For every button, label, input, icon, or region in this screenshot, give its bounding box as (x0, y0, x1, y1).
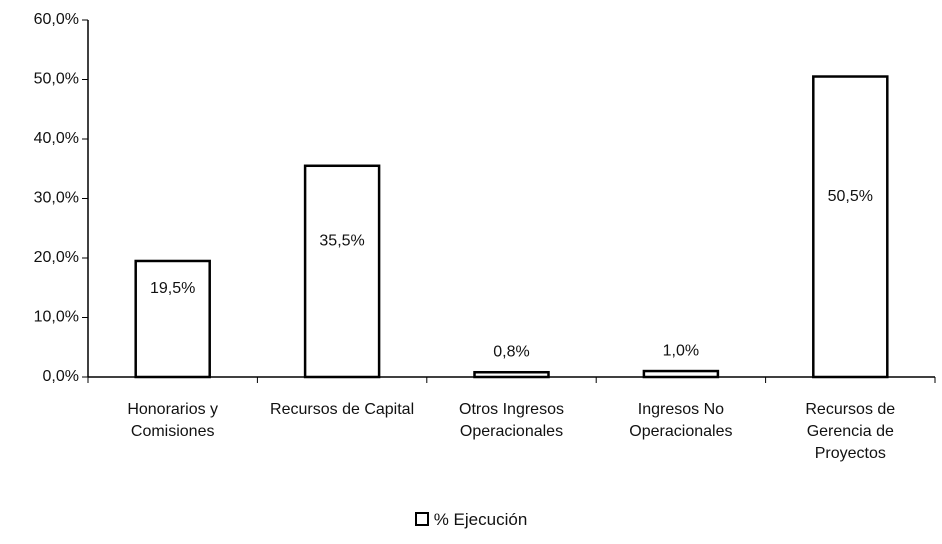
x-tick-label: Honorarios y Comisiones (127, 401, 219, 440)
bar (473, 370, 550, 379)
y-tick-label: 30,0% (34, 190, 79, 207)
y-tick-label: 40,0% (34, 130, 79, 147)
legend-swatch (414, 512, 429, 526)
y-tick-label: 20,0% (34, 249, 79, 266)
bar (642, 369, 720, 379)
bar (134, 259, 211, 379)
legend-label: % Ejecución (433, 510, 528, 529)
data-label: 35,5% (319, 233, 364, 250)
bar (812, 75, 889, 379)
legend: % Ejecución (0, 510, 942, 530)
x-tick-label: Ingresos No Operacionales (629, 401, 733, 440)
data-label: 19,5% (150, 280, 195, 297)
y-tick-label: 60,0% (34, 11, 79, 28)
x-tick-label: Otros Ingresos Operacionales (459, 401, 564, 440)
y-tick-label: 10,0% (34, 309, 79, 326)
data-label: 1,0% (663, 342, 699, 359)
data-label: 0,8% (493, 343, 529, 360)
data-label: 50,5% (828, 188, 873, 205)
x-tick-label: Recursos de Capital (270, 401, 415, 418)
y-tick-label: 50,0% (34, 71, 79, 88)
bar (303, 164, 381, 379)
x-tick-label: Recursos de Gerencia de Proyectos (805, 401, 896, 462)
y-tick-label: 0,0% (43, 368, 79, 385)
